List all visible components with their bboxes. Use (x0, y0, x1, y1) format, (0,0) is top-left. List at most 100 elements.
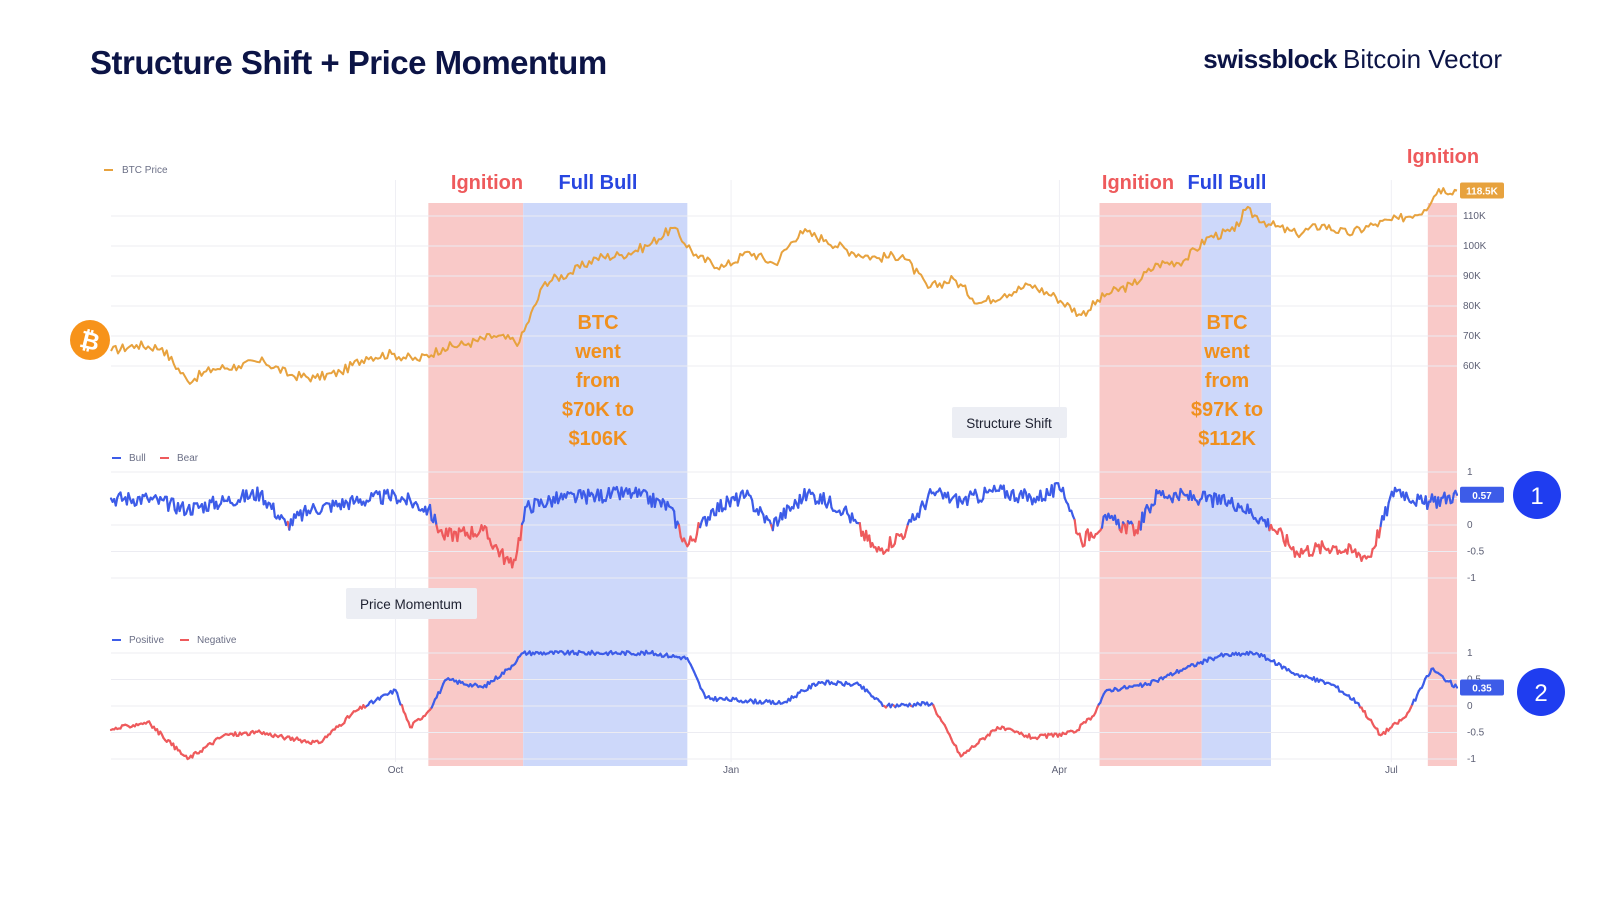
page-title: Structure Shift + Price Momentum (90, 44, 607, 81)
price-tick-label: 60K (1463, 361, 1481, 372)
phase-band-ignition-3 (1099, 203, 1202, 766)
annotation-run-2: BTC went from $97K to $112K (1191, 312, 1263, 450)
legend-label-positive: Positive (129, 635, 164, 646)
momentum-tick-label: 1 (1467, 648, 1473, 659)
legend-label-btc-price: BTC Price (122, 165, 168, 176)
axis-ticks: 110K100K90K80K70K60K10-0.5-110.50-0.5-1O… (388, 182, 1504, 776)
structure-shift-segment (1008, 490, 1013, 501)
brand-name: swissblock (1203, 44, 1338, 74)
structure-shift-segment (1222, 493, 1227, 505)
structure-shift-segment (1451, 492, 1456, 504)
structure-shift-segment (828, 495, 833, 509)
series-lines (109, 187, 1459, 761)
structure-last-value-tag-text: 0.57 (1472, 491, 1492, 502)
structure-shift-segment (1161, 490, 1166, 499)
structure-shift-segment (822, 492, 827, 505)
structure-shift-segment (515, 537, 520, 553)
structure-shift-segment (261, 490, 265, 506)
structure-shift-segment (1454, 489, 1459, 496)
brand-logo: swissblock Bitcoin Vector (1203, 44, 1502, 75)
phase-band-fullbull-2 (523, 203, 688, 766)
structure-shift-segment (172, 497, 176, 511)
structure-shift-segment (191, 502, 195, 516)
x-tick-label: Jul (1385, 765, 1398, 776)
structure-shift-segment (1073, 518, 1078, 535)
structure-shift-segment (514, 550, 519, 562)
structure-shift-segment (428, 503, 433, 522)
structure-shift-segment (203, 501, 208, 512)
structure-shift-segment (300, 509, 305, 522)
structure-shift-segment (575, 489, 580, 499)
legend-label-bull: Bull (129, 453, 146, 464)
x-tick-label: Oct (388, 765, 404, 776)
annotation-2-line-1: BTC (1206, 312, 1247, 334)
bitcoin-icon-circle (70, 320, 110, 360)
structure-shift-segment (386, 488, 391, 499)
structure-shift-segment (653, 497, 658, 508)
momentum-last-value-tag: 0.35 (1460, 679, 1504, 696)
structure-shift-segment (531, 497, 536, 513)
structure-shift-segment (1377, 524, 1382, 539)
momentum-tick-label: -0.5 (1467, 728, 1485, 739)
panel-label-momentum-text: Price Momentum (360, 597, 462, 612)
annotation-2-line-5: $112K (1198, 428, 1256, 450)
momentum-tick-label: 0 (1467, 701, 1473, 712)
structure-shift-segment (694, 533, 699, 543)
structure-shift-segment (1426, 500, 1431, 510)
structure-shift-segment (1016, 493, 1021, 504)
structure-shift-segment (1083, 530, 1088, 547)
structure-shift-segment (522, 506, 527, 523)
structure-shift-segment (207, 499, 211, 512)
structure-shift-segment (1285, 533, 1290, 546)
structure-shift-segment (924, 500, 929, 511)
structure-shift-segment (844, 505, 849, 515)
structure-shift-segment (738, 491, 743, 501)
structure-tick-label: 1 (1467, 467, 1473, 478)
annotation-1-line-4: $70K to (562, 399, 634, 421)
badge-1-text: 1 (1530, 483, 1543, 510)
structure-shift-segment (1444, 495, 1449, 505)
structure-shift-segment (1117, 518, 1121, 531)
structure-shift-segment (1142, 507, 1147, 524)
structure-shift-segment (750, 499, 755, 513)
structure-shift-segment (804, 492, 809, 502)
structure-shift-segment (903, 529, 908, 539)
structure-shift-segment (1078, 532, 1083, 543)
panel-label-structure-box (952, 407, 1067, 438)
legend-structure: Bull Bear (112, 453, 199, 464)
price-last-value-tag: 118.5K (1460, 182, 1504, 199)
structure-shift-segment (1211, 492, 1216, 508)
structure-tick-label: -1 (1467, 573, 1476, 584)
structure-shift-segment (1385, 501, 1390, 517)
structure-shift-segment (485, 526, 489, 540)
structure-shift-segment (677, 524, 682, 538)
structure-shift-segment (272, 502, 276, 518)
structure-shift-segment (946, 491, 951, 504)
panel-label-structure: Structure Shift (952, 407, 1067, 438)
structure-shift-segment (1100, 515, 1105, 529)
phase-label-fullbull-2: Full Bull (1188, 172, 1267, 194)
structure-shift-segment (119, 491, 124, 502)
structure-shift-segment (257, 492, 262, 502)
structure-shift-segment (488, 537, 493, 547)
structure-shift-segment (1419, 494, 1424, 505)
phase-band-ignition-5 (1427, 203, 1457, 766)
structure-last-value-tag: 0.57 (1460, 486, 1504, 503)
structure-shift-segment (245, 489, 249, 500)
structure-shift-segment (1153, 489, 1158, 505)
badge-2: 2 (1517, 668, 1565, 716)
brand-product: Bitcoin Vector (1343, 44, 1502, 74)
structure-shift-segment (456, 527, 461, 543)
structure-shift-segment (1039, 489, 1044, 502)
structure-shift-segment (1171, 492, 1176, 504)
phase-label-fullbull-1: Full Bull (559, 172, 638, 194)
momentum-last-value-tag-text: 0.35 (1472, 683, 1492, 694)
phase-label-ignition-2: Ignition (1102, 172, 1174, 194)
structure-shift-segment (1369, 547, 1374, 558)
structure-shift-segment (1125, 519, 1130, 535)
structure-shift-segment (966, 495, 970, 506)
phase-label-ignition-1: Ignition (451, 172, 523, 194)
price-momentum-segment (396, 691, 400, 701)
phase-band-fullbull-4 (1201, 203, 1271, 766)
structure-shift-line (109, 482, 1459, 569)
